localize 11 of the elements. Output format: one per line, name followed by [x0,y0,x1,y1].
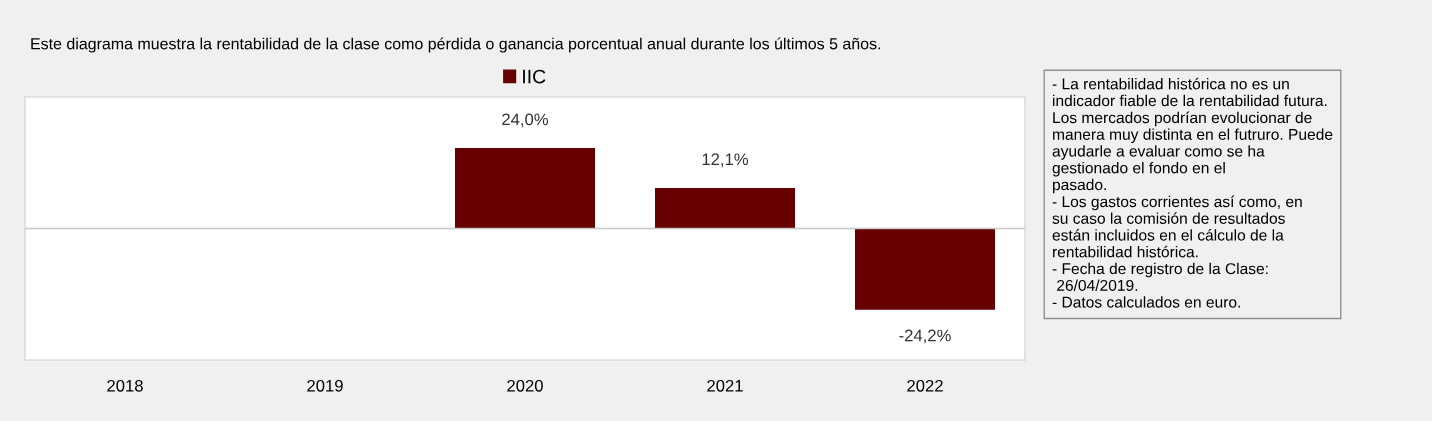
data-label: -24,2% [899,329,951,344]
x-tick-label: 2020 [507,379,543,392]
chart-title: Este diagrama muestra la rentabilidad de la clase como pérdida o ganancia porcentual anual durante los últimos 5 años. [31,37,881,53]
legend-label: IIC [523,69,546,84]
x-tick-label: 2021 [707,379,743,392]
text: - La rentabilidad histórica no es un indicador fiable de la rentabilidad futura. Los mercados podrían evolucionar de manera muy distinta en el futruro. Puede ayudarle a evaluar como se ha gestionado el fondo en el pasado. - Los gastos corrientes así como, en su caso la comisión de resultados están incluidos en el cálculo de la rentabilidad histórica. - Fecha de registro de la Clase: 26/04/2019. - Datos calculados en euro. [1052,77,1333,308]
x-tick-label: 2022 [907,379,943,392]
data-label: 24,0% [502,113,549,128]
x-tick-label: 2018 [107,379,143,392]
x-tick-label: 2019 [307,379,343,392]
data-label: 12,1% [702,153,749,168]
